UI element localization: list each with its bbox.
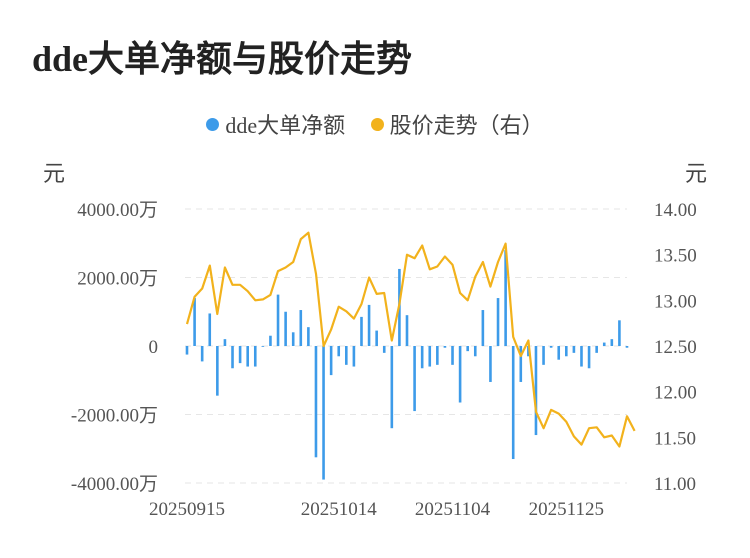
dde-bar [542,346,545,365]
legend-label-dde: dde大单净额 [225,113,346,138]
dde-bar [519,346,523,382]
dde-bar [587,346,591,369]
dde-bar [557,346,561,360]
dde-bar [458,346,462,403]
left-tick-label: 0 [149,337,159,358]
left-tick-label: 2000.00万 [77,269,158,290]
dde-bar [329,346,333,376]
dde-bar [238,346,242,364]
dde-bar [610,339,614,346]
left-tick-label: -4000.00万 [71,474,158,495]
dde-bar [185,346,189,355]
dde-bar [223,339,227,346]
dde-bar [511,346,515,460]
dde-bar [367,304,371,346]
dde-bar [269,335,272,346]
dde-bar [382,346,386,353]
price-line [185,231,636,448]
dde-bar [322,346,325,480]
dde-bar [405,315,409,346]
right-tick-label: 14.00 [654,200,697,221]
right-tick-label: 11.50 [654,428,696,449]
dde-bar [208,313,212,346]
right-axis-unit: 元 [685,161,708,186]
dde-bar [375,330,378,346]
dde-bar [595,346,598,353]
dde-bar [284,311,287,346]
dde-bar [390,346,394,429]
dde-bar [216,346,219,396]
x-tick-label: 20251014 [301,499,378,520]
dde-bar [253,346,257,367]
dde-bar [496,298,500,346]
right-tick-label: 12.00 [654,383,697,404]
dde-bar [337,346,341,357]
dde-bar [580,346,583,367]
dde-bar [261,346,265,347]
dde-bar [451,346,454,365]
dde-bar [504,250,507,346]
dde-bar [291,332,295,346]
dde-bar [602,342,606,346]
axis-labels: 4000.00万 2000.00万 0 -2000.00万 -4000.00万 14.00… [71,200,697,520]
x-tick-label: 20251125 [529,499,604,520]
dde-bar [413,346,416,412]
dde-bar [481,310,485,346]
dde-bar [436,346,439,365]
dde-bar [549,346,553,348]
left-tick-label: -2000.00万 [71,406,158,427]
dde-bar [473,346,477,357]
legend: dde大单净额 股价走势（右） [0,108,750,140]
right-tick-label: 11.00 [654,474,696,495]
dde-bar [625,346,629,348]
dde-bar [565,346,568,357]
dde-bar [352,346,356,367]
dde-bar [299,310,303,346]
grid-lines [185,208,627,484]
dde-bar [618,320,621,346]
dde-bar [246,346,249,367]
dde-bar [443,346,447,348]
dde-bar [307,327,310,346]
left-tick-label: 4000.00万 [77,200,158,221]
x-tick-label: 20251104 [415,499,491,520]
right-tick-label: 12.50 [654,337,697,358]
bar-series [185,250,629,480]
dde-bar [428,346,432,367]
line-series [185,231,636,448]
chart-title: dde大单净额与股价走势 [32,39,413,79]
dde-bar [193,298,196,346]
dde-bar [360,316,363,346]
dde-bar [345,346,348,365]
left-axis-unit: 元 [43,161,66,186]
dde-bar [489,346,492,382]
dde-bar [534,346,538,436]
dde-bar [572,346,576,353]
legend-item-dde[interactable]: dde大单净额 [206,108,345,140]
dde-bar [314,346,318,458]
legend-label-price: 股价走势（右） [389,113,544,138]
right-tick-label: 13.00 [654,291,697,312]
legend-item-price[interactable]: 股价走势（右） [370,108,544,140]
x-tick-label: 20250915 [149,499,225,520]
dde-bar [420,346,424,369]
dde-bar [527,346,530,357]
dde-bar [276,294,280,346]
legend-dot-price [370,117,384,131]
legend-dot-dde [206,117,220,131]
dde-bar [231,346,234,369]
dde-bar [200,346,204,362]
dde-bar [466,346,469,352]
right-tick-label: 13.50 [654,246,697,267]
